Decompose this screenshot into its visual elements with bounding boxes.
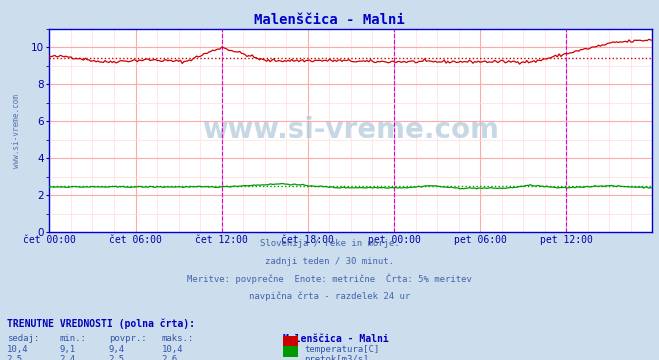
Text: 9,1: 9,1 [59, 345, 75, 354]
Text: sedaj:: sedaj: [7, 334, 39, 343]
Text: Slovenija / reke in morje.: Slovenija / reke in morje. [260, 239, 399, 248]
Text: TRENUTNE VREDNOSTI (polna črta):: TRENUTNE VREDNOSTI (polna črta): [7, 319, 194, 329]
Text: 10,4: 10,4 [161, 345, 183, 354]
Text: www.si-vreme.com: www.si-vreme.com [202, 117, 500, 144]
Text: Malenščica - Malni: Malenščica - Malni [254, 13, 405, 27]
Text: 2,4: 2,4 [59, 355, 75, 360]
Text: povpr.:: povpr.: [109, 334, 146, 343]
Text: zadnji teden / 30 minut.: zadnji teden / 30 minut. [265, 257, 394, 266]
Text: maks.:: maks.: [161, 334, 194, 343]
Text: temperatura[C]: temperatura[C] [304, 345, 380, 354]
Text: 9,4: 9,4 [109, 345, 125, 354]
Text: 2,5: 2,5 [7, 355, 22, 360]
Text: Meritve: povprečne  Enote: metrične  Črta: 5% meritev: Meritve: povprečne Enote: metrične Črta:… [187, 274, 472, 284]
Text: Malenščica - Malni: Malenščica - Malni [283, 334, 389, 344]
Text: pretok[m3/s]: pretok[m3/s] [304, 355, 369, 360]
Text: min.:: min.: [59, 334, 86, 343]
Text: 2,5: 2,5 [109, 355, 125, 360]
Text: www.si-vreme.com: www.si-vreme.com [12, 94, 21, 167]
Text: 2,6: 2,6 [161, 355, 177, 360]
Text: navpična črta - razdelek 24 ur: navpična črta - razdelek 24 ur [249, 291, 410, 301]
Text: 10,4: 10,4 [7, 345, 28, 354]
